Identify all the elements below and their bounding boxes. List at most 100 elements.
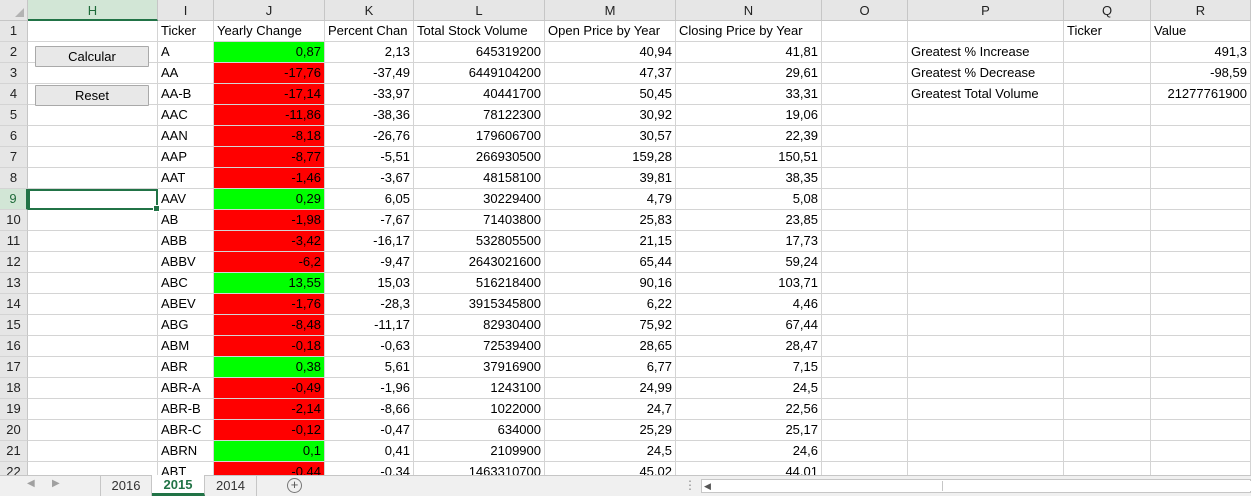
cell-j19[interactable]: -2,14 <box>214 399 325 420</box>
cell-k6[interactable]: -26,76 <box>325 126 414 147</box>
column-header-q[interactable]: Q <box>1064 0 1151 21</box>
cell-o17[interactable] <box>822 357 908 378</box>
cell-l18[interactable]: 1243100 <box>414 378 545 399</box>
cell-k18[interactable]: -1,96 <box>325 378 414 399</box>
cell-p11[interactable] <box>908 231 1064 252</box>
cell-i12[interactable]: ABBV <box>158 252 214 273</box>
cell-r2[interactable]: 491,3 <box>1151 42 1251 63</box>
cell-j13[interactable]: 13,55 <box>214 273 325 294</box>
scrollbar-thumb[interactable] <box>942 481 1251 491</box>
column-header-j[interactable]: J <box>214 0 325 21</box>
cell-j10[interactable]: -1,98 <box>214 210 325 231</box>
row-header-20[interactable]: 20 <box>0 420 28 441</box>
cell-h12[interactable] <box>28 252 158 273</box>
cell-i20[interactable]: ABR-C <box>158 420 214 441</box>
cell-l5[interactable]: 78122300 <box>414 105 545 126</box>
cell-o1[interactable] <box>822 21 908 42</box>
cell-n2[interactable]: 41,81 <box>676 42 822 63</box>
cell-l8[interactable]: 48158100 <box>414 168 545 189</box>
cell-o14[interactable] <box>822 294 908 315</box>
row-header-9[interactable]: 9 <box>0 189 28 210</box>
column-header-r[interactable]: R <box>1151 0 1251 21</box>
cell-m21[interactable]: 24,5 <box>545 441 676 462</box>
new-sheet-button[interactable]: + <box>287 478 302 493</box>
calcular-button[interactable]: Calcular <box>35 46 149 67</box>
cell-o10[interactable] <box>822 210 908 231</box>
cell-m13[interactable]: 90,16 <box>545 273 676 294</box>
sheet-tab-2016[interactable]: 2016 <box>100 476 152 496</box>
cell-m2[interactable]: 40,94 <box>545 42 676 63</box>
row-header-13[interactable]: 13 <box>0 273 28 294</box>
cell-n12[interactable]: 59,24 <box>676 252 822 273</box>
cell-n6[interactable]: 22,39 <box>676 126 822 147</box>
cell-n16[interactable]: 28,47 <box>676 336 822 357</box>
cell-l1[interactable]: Total Stock Volume <box>414 21 545 42</box>
cell-r19[interactable] <box>1151 399 1251 420</box>
cell-n8[interactable]: 38,35 <box>676 168 822 189</box>
row-header-16[interactable]: 16 <box>0 336 28 357</box>
column-header-k[interactable]: K <box>325 0 414 21</box>
cell-m6[interactable]: 30,57 <box>545 126 676 147</box>
row-header-19[interactable]: 19 <box>0 399 28 420</box>
cell-h10[interactable] <box>28 210 158 231</box>
cell-i7[interactable]: AAP <box>158 147 214 168</box>
cell-r3[interactable]: -98,59 <box>1151 63 1251 84</box>
cell-m20[interactable]: 25,29 <box>545 420 676 441</box>
cell-q19[interactable] <box>1064 399 1151 420</box>
cell-p9[interactable] <box>908 189 1064 210</box>
cell-r18[interactable] <box>1151 378 1251 399</box>
cell-j2[interactable]: 0,87 <box>214 42 325 63</box>
cell-p21[interactable] <box>908 441 1064 462</box>
cell-j18[interactable]: -0,49 <box>214 378 325 399</box>
cell-p4[interactable]: Greatest Total Volume <box>908 84 1064 105</box>
cell-l12[interactable]: 2643021600 <box>414 252 545 273</box>
cell-l6[interactable]: 179606700 <box>414 126 545 147</box>
cell-p10[interactable] <box>908 210 1064 231</box>
cell-p12[interactable] <box>908 252 1064 273</box>
cell-q12[interactable] <box>1064 252 1151 273</box>
cell-m15[interactable]: 75,92 <box>545 315 676 336</box>
cell-h16[interactable] <box>28 336 158 357</box>
cell-m11[interactable]: 21,15 <box>545 231 676 252</box>
cell-p20[interactable] <box>908 420 1064 441</box>
row-header-4[interactable]: 4 <box>0 84 28 105</box>
cell-k7[interactable]: -5,51 <box>325 147 414 168</box>
cell-p2[interactable]: Greatest % Increase <box>908 42 1064 63</box>
cell-k2[interactable]: 2,13 <box>325 42 414 63</box>
cell-o11[interactable] <box>822 231 908 252</box>
cell-j17[interactable]: 0,38 <box>214 357 325 378</box>
cell-h21[interactable] <box>28 441 158 462</box>
cell-p5[interactable] <box>908 105 1064 126</box>
cell-j11[interactable]: -3,42 <box>214 231 325 252</box>
cell-h19[interactable] <box>28 399 158 420</box>
row-header-17[interactable]: 17 <box>0 357 28 378</box>
cell-m19[interactable]: 24,7 <box>545 399 676 420</box>
cell-k9[interactable]: 6,05 <box>325 189 414 210</box>
cell-p19[interactable] <box>908 399 1064 420</box>
cell-q3[interactable] <box>1064 63 1151 84</box>
cell-k3[interactable]: -37,49 <box>325 63 414 84</box>
cell-j8[interactable]: -1,46 <box>214 168 325 189</box>
row-header-21[interactable]: 21 <box>0 441 28 462</box>
cell-m8[interactable]: 39,81 <box>545 168 676 189</box>
cell-n7[interactable]: 150,51 <box>676 147 822 168</box>
cell-l17[interactable]: 37916900 <box>414 357 545 378</box>
cell-o16[interactable] <box>822 336 908 357</box>
cell-n4[interactable]: 33,31 <box>676 84 822 105</box>
cell-l14[interactable]: 3915345800 <box>414 294 545 315</box>
cell-n17[interactable]: 7,15 <box>676 357 822 378</box>
cell-q18[interactable] <box>1064 378 1151 399</box>
cell-j15[interactable]: -8,48 <box>214 315 325 336</box>
cell-r5[interactable] <box>1151 105 1251 126</box>
cell-h14[interactable] <box>28 294 158 315</box>
cell-i5[interactable]: AAC <box>158 105 214 126</box>
column-header-p[interactable]: P <box>908 0 1064 21</box>
cell-i3[interactable]: AA <box>158 63 214 84</box>
cell-j14[interactable]: -1,76 <box>214 294 325 315</box>
scroll-left-icon[interactable]: ◀ <box>704 481 711 491</box>
cell-m3[interactable]: 47,37 <box>545 63 676 84</box>
cell-n3[interactable]: 29,61 <box>676 63 822 84</box>
cell-i14[interactable]: ABEV <box>158 294 214 315</box>
cell-k16[interactable]: -0,63 <box>325 336 414 357</box>
cell-n1[interactable]: Closing Price by Year <box>676 21 822 42</box>
